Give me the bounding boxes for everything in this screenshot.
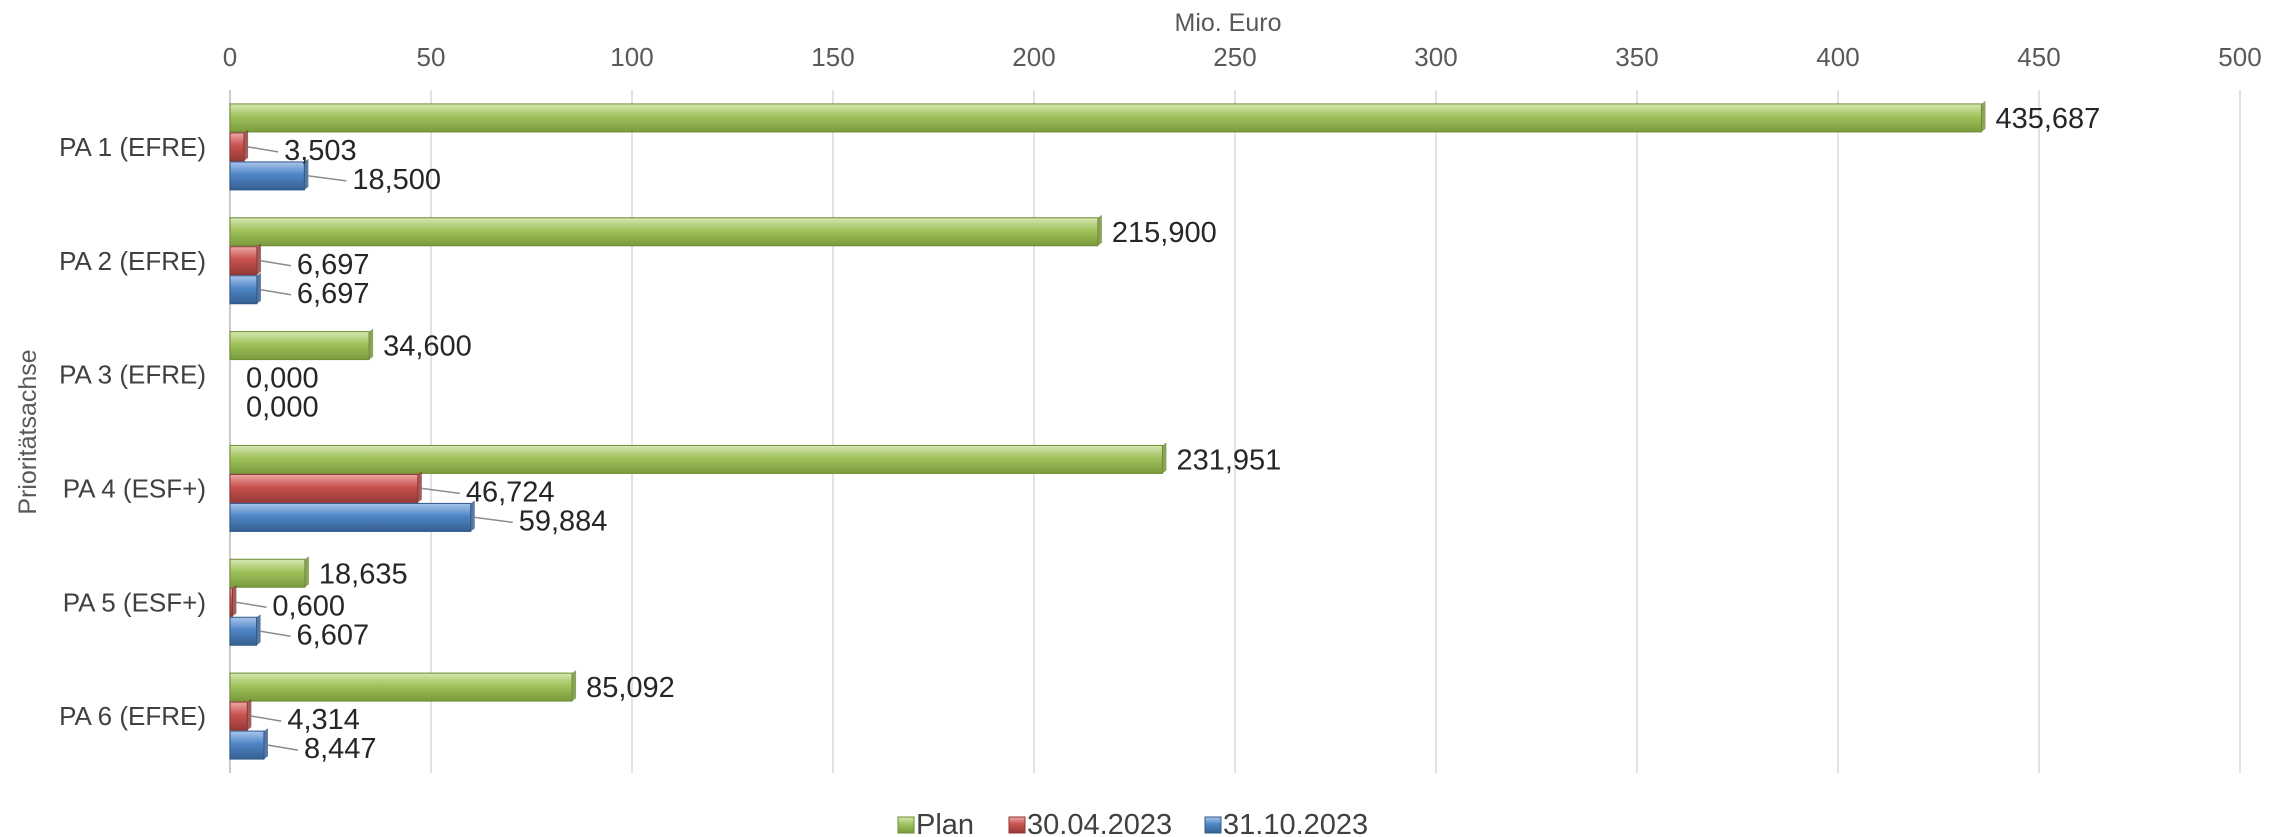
data-label: 6,607 <box>297 619 370 651</box>
category-label: PA 1 (EFRE) <box>59 132 206 162</box>
category-label: PA 2 (EFRE) <box>59 246 206 276</box>
legend-swatch <box>897 816 915 834</box>
bar <box>229 587 233 617</box>
leader-line <box>267 744 299 751</box>
bar-edge <box>244 129 249 161</box>
bar <box>229 672 573 702</box>
data-label: 6,697 <box>297 278 370 310</box>
data-label: 18,635 <box>319 558 408 590</box>
bar <box>229 701 248 731</box>
gridlines <box>229 90 2241 773</box>
legend-label: 31.10.2023 <box>1223 809 1368 837</box>
x-tick-label: 500 <box>2218 42 2261 72</box>
data-label: 85,092 <box>586 672 675 704</box>
bar-edge <box>304 158 309 190</box>
x-tick-label: 50 <box>417 42 446 72</box>
leader-line <box>247 146 279 153</box>
bar <box>229 331 370 361</box>
bar-edge <box>232 585 237 617</box>
bar <box>229 275 258 305</box>
category-label: PA 4 (ESF+) <box>63 473 206 503</box>
data-label: 46,724 <box>466 476 555 508</box>
x-tick-label: 250 <box>1213 42 1256 72</box>
data-label: 231,951 <box>1176 444 1281 476</box>
bar-edge <box>256 614 261 646</box>
bar <box>229 616 258 646</box>
bars <box>229 100 1986 760</box>
bar-edge <box>572 670 577 702</box>
bar <box>229 558 306 588</box>
leader-line <box>260 289 292 296</box>
category-label: PA 3 (EFRE) <box>59 360 206 390</box>
legend-label: Plan <box>916 809 974 837</box>
legend-label: 30.04.2023 <box>1027 809 1172 837</box>
bar <box>229 103 1982 133</box>
bar-edge <box>247 699 252 731</box>
data-label: 59,884 <box>519 505 608 537</box>
bar <box>229 730 265 760</box>
x-axis-title: Mio. Euro <box>1175 9 1282 37</box>
data-label: 3,503 <box>284 135 357 167</box>
bar <box>229 246 258 276</box>
bar <box>229 502 472 532</box>
data-label: 8,447 <box>304 733 377 765</box>
bar-edge <box>256 272 261 304</box>
x-tick-label: 450 <box>2017 42 2060 72</box>
data-label: 18,500 <box>352 164 441 196</box>
bar <box>229 161 305 191</box>
bar <box>229 217 1099 247</box>
bar-edge <box>1981 100 1986 132</box>
x-tick-label: 350 <box>1615 42 1658 72</box>
x-tick-labels: 0 50 100 150 200 250 300 350 400 450 500 <box>223 42 2262 72</box>
data-label: 34,600 <box>383 331 472 363</box>
leader-line <box>251 715 282 722</box>
category-label: PA 5 (ESF+) <box>63 587 206 617</box>
leader-line <box>474 516 513 524</box>
bar-edge <box>1162 442 1167 474</box>
bar-edge <box>1097 214 1102 246</box>
data-label: 435,687 <box>1995 103 2100 135</box>
legend-swatch <box>1008 816 1026 834</box>
bar-edge <box>256 243 261 275</box>
category-labels: PA 1 (EFRE) PA 2 (EFRE) PA 3 (EFRE) PA 4 (E… <box>59 132 206 731</box>
data-label: 215,900 <box>1112 217 1217 249</box>
legend: Plan 30.04.2023 31.10.2023 <box>897 809 1368 837</box>
leader-line <box>260 260 292 267</box>
leader-line <box>421 487 460 495</box>
bar <box>229 444 1163 474</box>
leader-line <box>236 601 267 608</box>
x-tick-label: 200 <box>1012 42 1055 72</box>
data-label: 4,314 <box>287 704 360 736</box>
bar-edge <box>417 471 422 503</box>
bar-edge <box>304 556 309 588</box>
bar <box>229 473 419 503</box>
bar-edge <box>263 728 268 760</box>
x-tick-label: 0 <box>223 42 237 72</box>
category-label: PA 6 (EFRE) <box>59 701 206 731</box>
data-label: 6,697 <box>297 249 370 281</box>
legend-swatch <box>1204 816 1222 834</box>
data-label: 0,600 <box>272 590 345 622</box>
bar-edge <box>470 500 475 532</box>
leader-line <box>308 175 347 182</box>
leader-lines <box>236 146 513 751</box>
bar-edge <box>369 328 374 360</box>
x-tick-label: 400 <box>1816 42 1859 72</box>
bar <box>229 132 245 162</box>
x-tick-label: 300 <box>1414 42 1457 72</box>
y-axis-title: Prioritätsachse <box>14 349 42 514</box>
data-label: 0,000 <box>246 392 319 424</box>
data-label: 0,000 <box>246 363 319 395</box>
x-tick-label: 100 <box>610 42 653 72</box>
leader-line <box>260 630 291 637</box>
x-tick-label: 150 <box>811 42 854 72</box>
